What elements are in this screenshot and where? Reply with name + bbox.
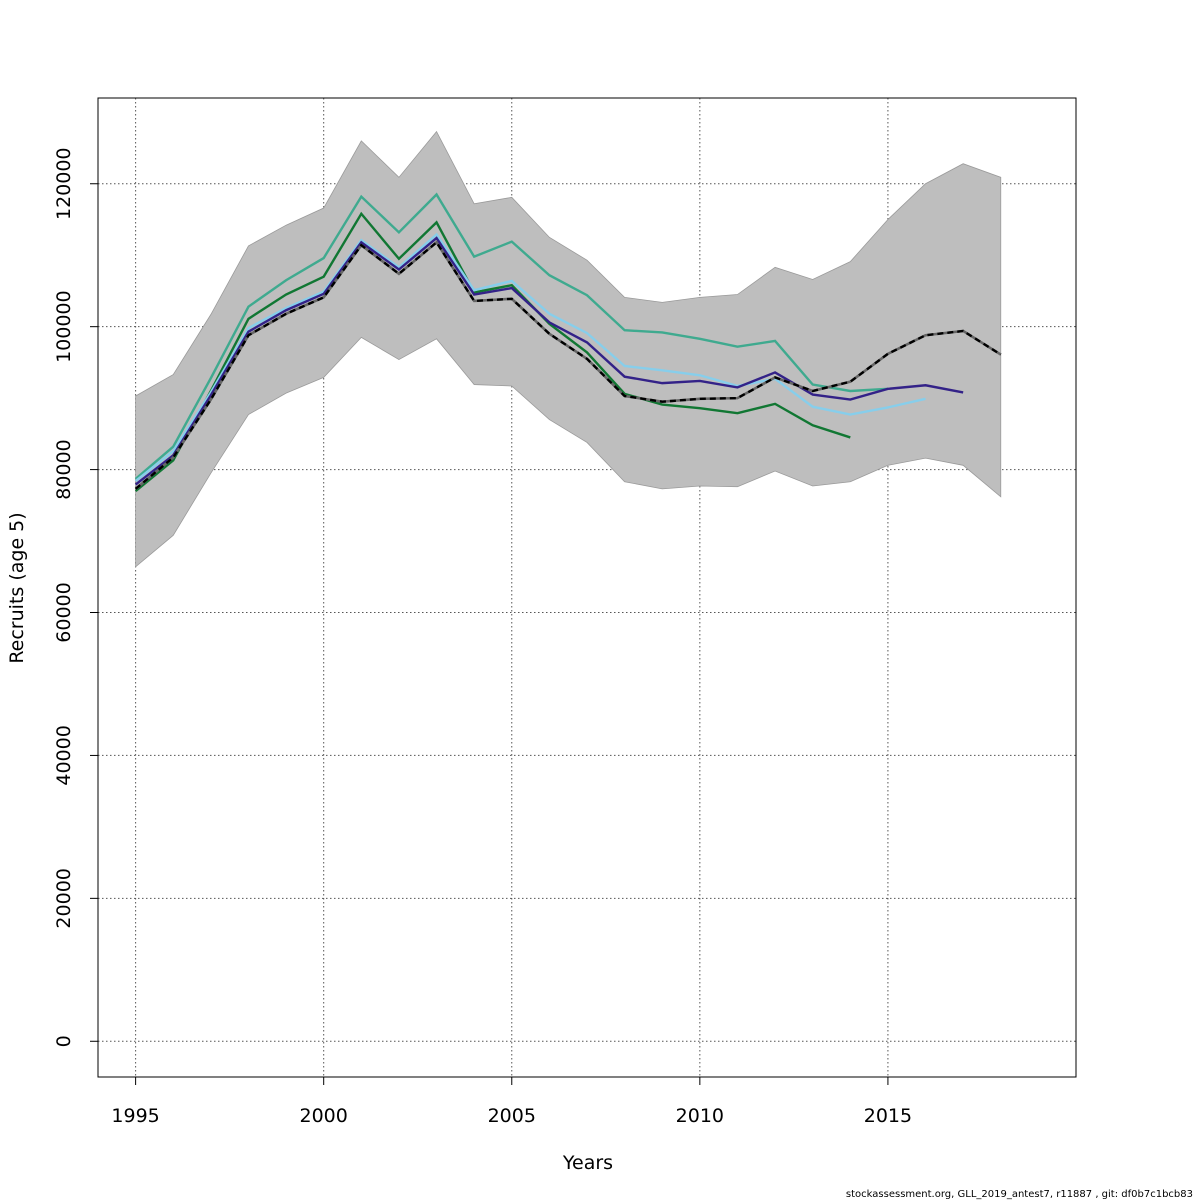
x-tick-label: 2000: [300, 1105, 348, 1127]
series-line: [134, 211, 851, 492]
y-tick-label: 60000: [53, 582, 75, 642]
series-line: [134, 232, 926, 482]
x-axis: 1995 2000 2005 2010 2015: [111, 1077, 912, 1127]
y-tick-label: 120000: [53, 147, 75, 220]
footer-credit: stockassessment.org, GLL_2019_antest7, r…: [846, 1189, 1193, 1200]
confidence-band: [135, 130, 1002, 568]
y-tick-label: 100000: [53, 290, 75, 363]
series-layer: [134, 192, 1002, 492]
x-tick-label: 2005: [488, 1105, 536, 1127]
y-tick-label: 40000: [53, 725, 75, 785]
y-axis: 0 20000 40000 60000 80000 100000 120000: [53, 147, 98, 1047]
y-tick-label: 0: [53, 1035, 75, 1047]
y-tick-label: 80000: [53, 439, 75, 499]
series-line-base: [134, 240, 1002, 490]
x-tick-label: 2015: [864, 1105, 912, 1127]
plot-frame: [97, 97, 1077, 1078]
x-axis-title: Years: [562, 1152, 613, 1174]
x-tick-label: 1995: [111, 1105, 159, 1127]
x-tick-label: 2010: [676, 1105, 724, 1127]
series-line: [134, 192, 888, 480]
series-line: [134, 236, 964, 486]
y-axis-title: Recruits (age 5): [6, 512, 28, 663]
y-tick-label: 20000: [53, 868, 75, 928]
confidence-band-layer: [135, 130, 1002, 568]
